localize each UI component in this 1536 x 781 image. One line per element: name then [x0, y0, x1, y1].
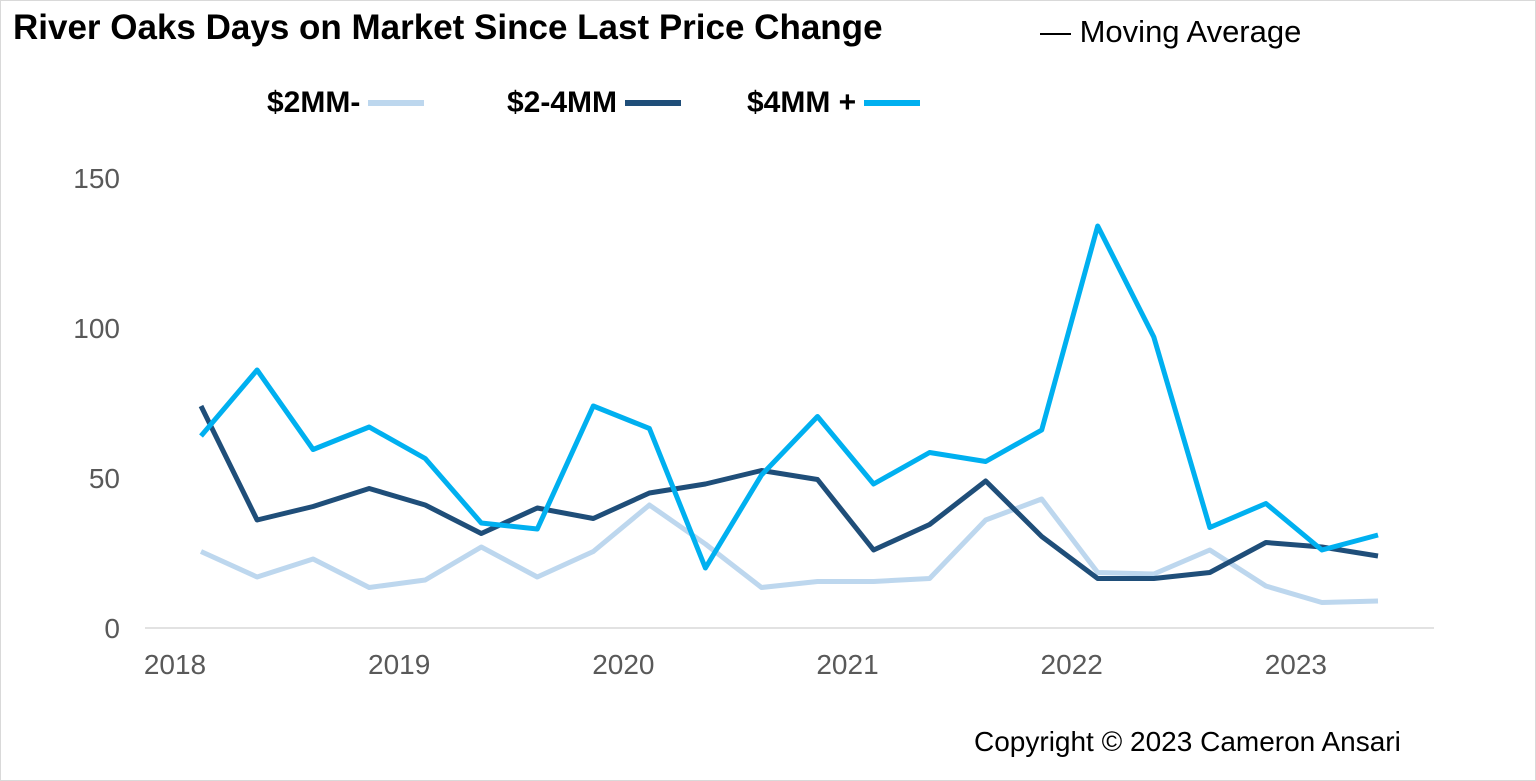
copyright-text: Copyright © 2023 Cameron Ansari — [974, 726, 1401, 757]
chart-subtitle: — Moving Average — [1040, 14, 1302, 49]
x-tick-label: 2022 — [1041, 649, 1103, 680]
legend-swatch — [864, 100, 921, 106]
legend-label: $2-4MM — [507, 86, 618, 119]
x-tick-label: 2023 — [1265, 649, 1327, 680]
legend-swatch — [368, 100, 425, 106]
x-tick-label: 2018 — [144, 649, 206, 680]
y-tick-label: 150 — [73, 163, 120, 194]
series-line-1 — [198, 404, 1379, 581]
legend-label: $2MM- — [267, 86, 361, 119]
legend-item-2mm-under: $2MM- — [267, 86, 425, 120]
x-tick-label: 2021 — [816, 649, 878, 680]
x-tick-label: 2019 — [368, 649, 430, 680]
legend-item-2-4mm: $2-4MM — [507, 86, 682, 120]
y-tick-label: 0 — [104, 613, 120, 644]
legend-label: $4MM + — [747, 86, 857, 119]
legend-swatch — [625, 100, 682, 106]
series-line-0 — [199, 496, 1379, 605]
legend-item-4mm-plus: $4MM + — [747, 86, 921, 120]
y-tick-label: 50 — [89, 463, 120, 494]
y-tick-label: 100 — [73, 313, 120, 344]
x-tick-label: 2020 — [592, 649, 654, 680]
chart-title: River Oaks Days on Market Since Last Pri… — [13, 8, 883, 47]
series-line-2 — [199, 223, 1379, 571]
